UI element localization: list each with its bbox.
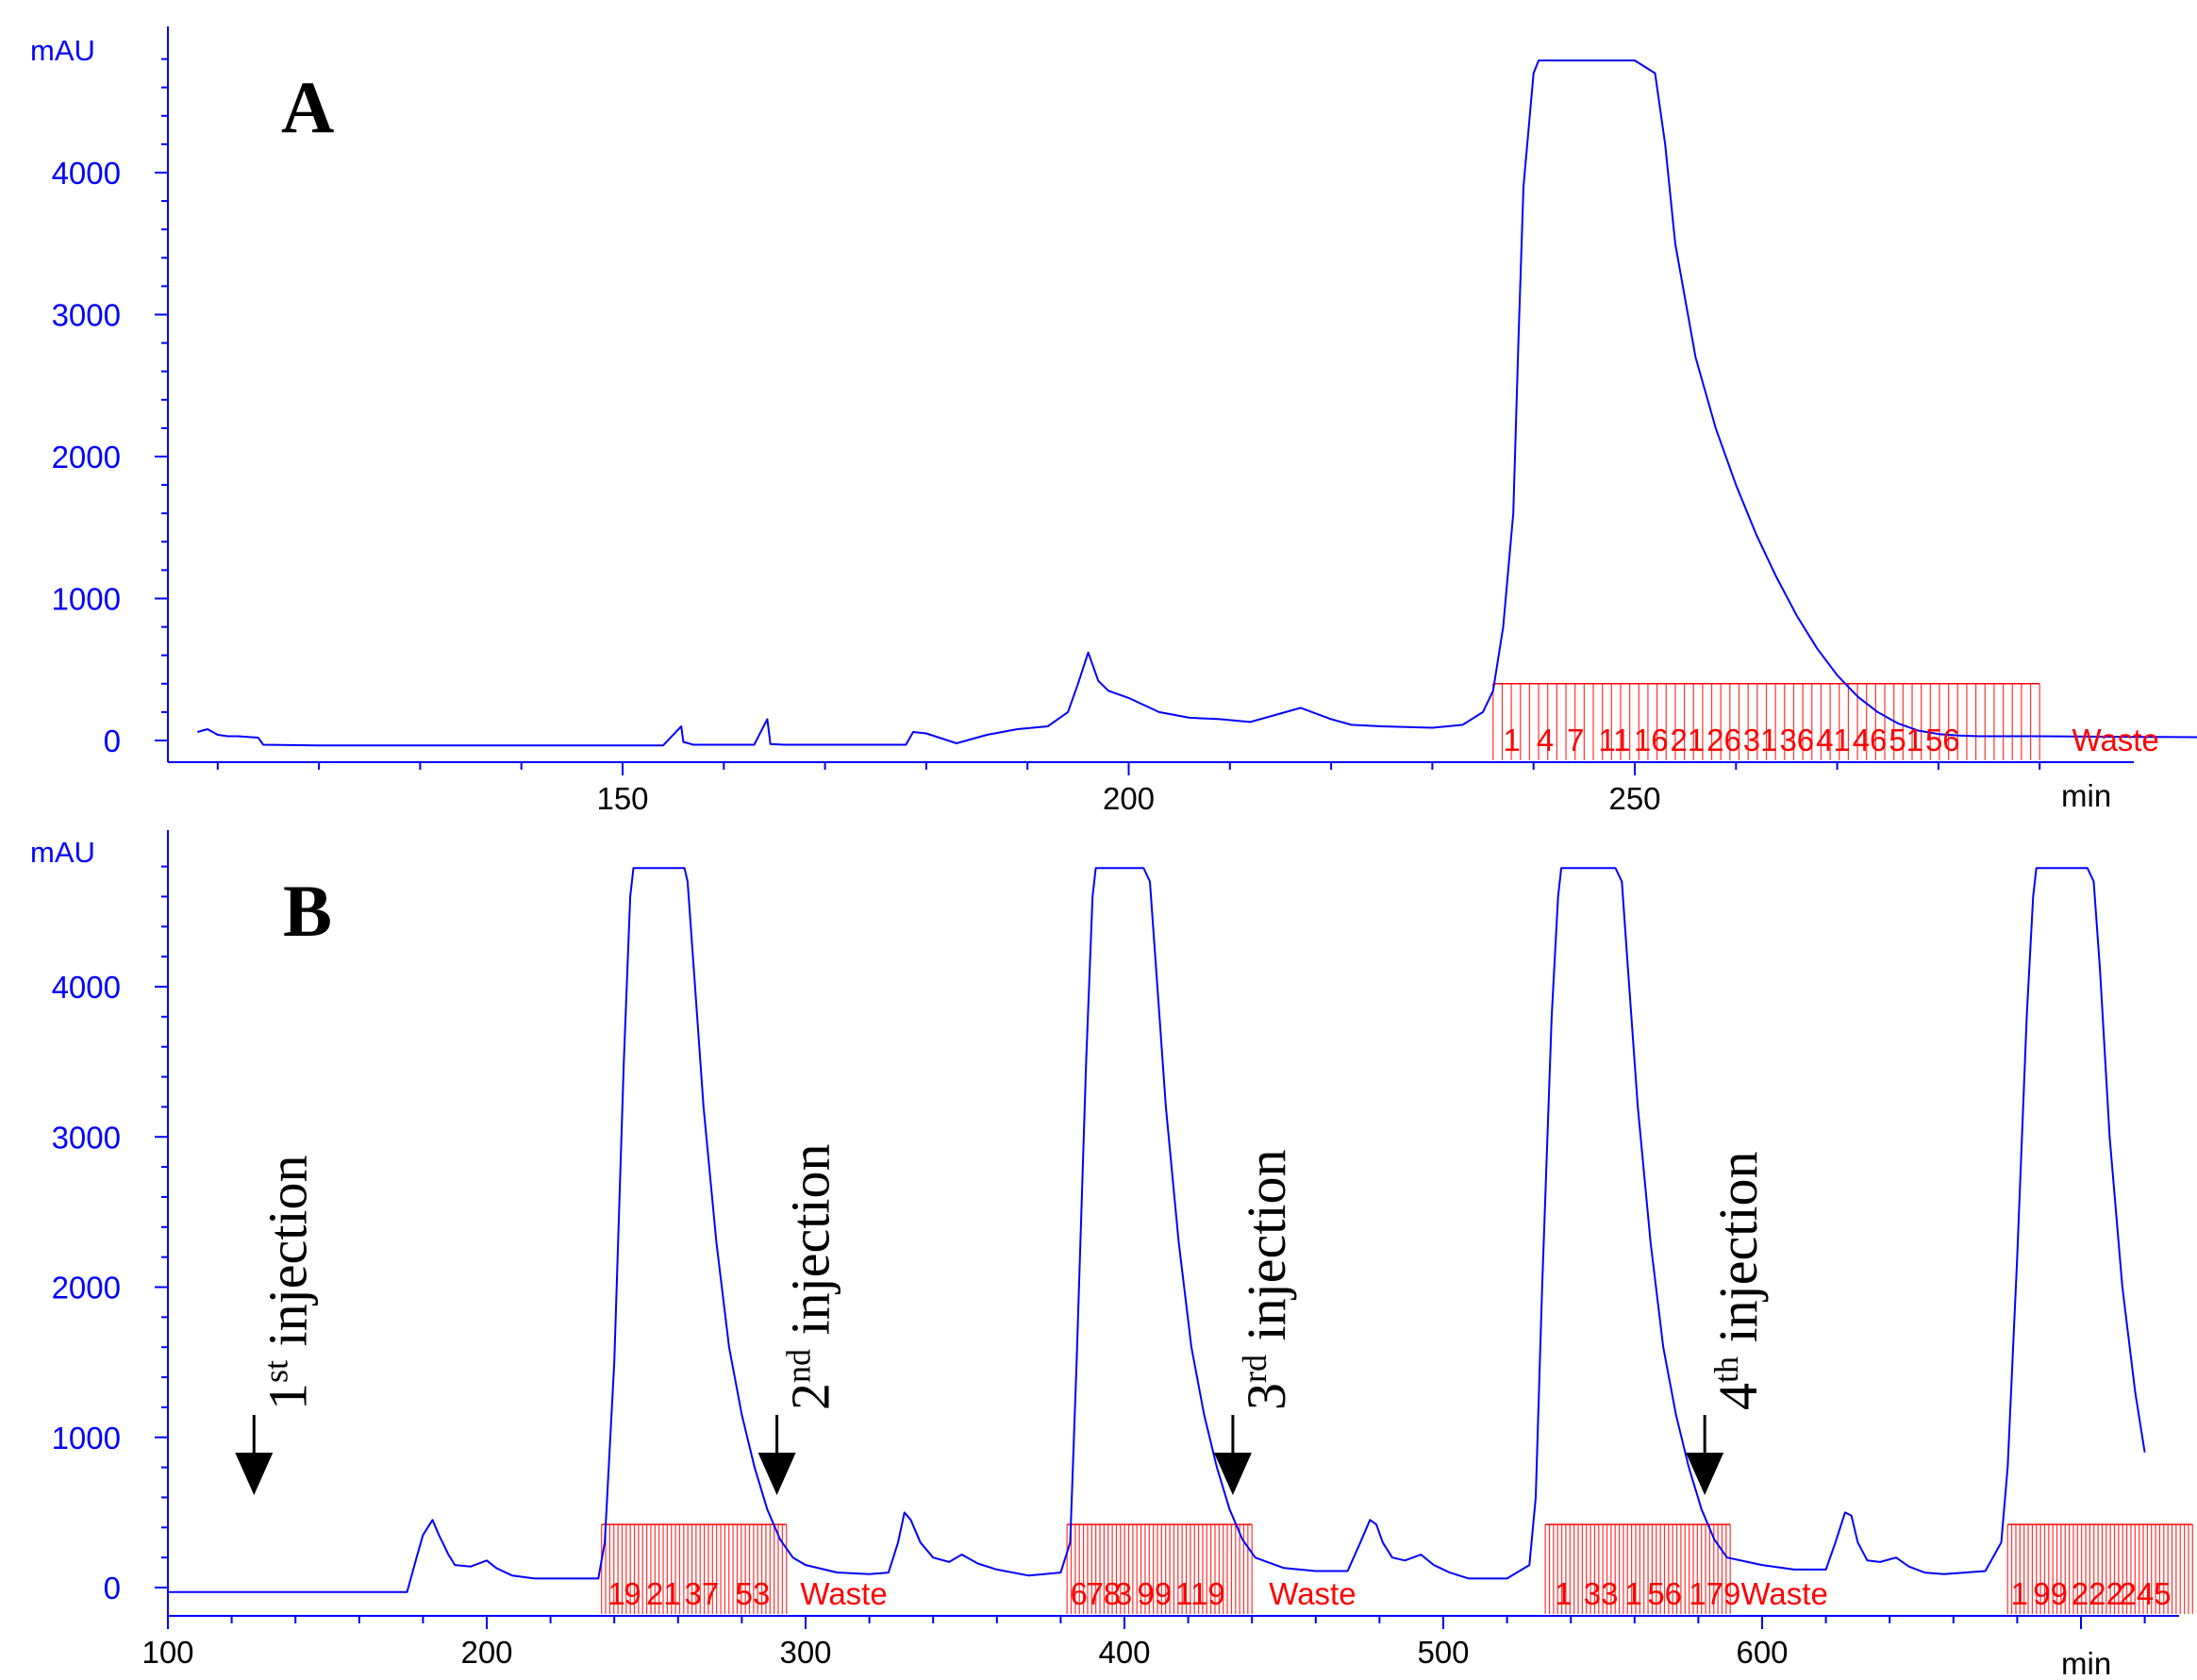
b-fraction-label: 56 — [1647, 1576, 1682, 1611]
b-fraction-label: 37 — [685, 1576, 720, 1611]
injection-ordinal: nd — [780, 1349, 818, 1383]
b-x-tick-label: 400 — [1098, 1635, 1150, 1670]
a-fraction-label: 21 — [1671, 723, 1706, 757]
a-fraction-label: 26 — [1706, 723, 1741, 757]
injection-number: 2 — [780, 1383, 841, 1410]
b-y-tick-label: 3000 — [52, 1120, 121, 1155]
injection-number: 4 — [1707, 1383, 1769, 1410]
b-x-tick-label: 200 — [460, 1635, 512, 1670]
injection-label: 4th injection — [1707, 1152, 1769, 1410]
injection-number: 1 — [257, 1383, 318, 1410]
injection-number: 3 — [1236, 1383, 1297, 1410]
injection-arrow-icon — [757, 1453, 796, 1495]
panel-a: 0 1000 2000 3000 4000 150 200 250 mAU min A 1 4 7 11 16… — [30, 26, 2197, 816]
b-y-tick-label: 2000 — [52, 1271, 121, 1306]
b-waste-label: Waste — [800, 1576, 887, 1611]
b-y-tick-label: 0 — [104, 1571, 121, 1605]
a-fraction-label: 36 — [1779, 723, 1814, 757]
injection-label: 1st injection — [257, 1156, 318, 1410]
a-fraction-label: 1 — [1504, 723, 1521, 757]
injection-arrow-icon — [1213, 1453, 1252, 1495]
b-fraction-label: 119 — [1175, 1576, 1225, 1611]
a-fraction-label: 51 — [1889, 723, 1923, 757]
b-fraction-label: 1 — [1555, 1576, 1572, 1611]
b-fraction-label: 78 — [1086, 1576, 1121, 1611]
a-fraction-label: 16 — [1634, 723, 1669, 757]
b-x-tick-label: 100 — [141, 1635, 193, 1670]
b-x-tick-label: 600 — [1736, 1635, 1788, 1670]
b-waste-label: Waste — [1741, 1576, 1828, 1611]
b-fraction-label: 21 — [646, 1576, 681, 1611]
b-fraction-label: 99 — [2033, 1576, 2068, 1611]
b-waste-label: Waste — [1269, 1576, 1356, 1611]
a-x-tick-label: 150 — [596, 781, 648, 816]
b-y-tick-label: 4000 — [52, 970, 121, 1005]
b-fraction-label: 53 — [736, 1576, 771, 1611]
b-fraction-label: 6 — [1071, 1576, 1088, 1611]
b-fraction-label: 33 — [1584, 1576, 1619, 1611]
a-y-tick-label: 4000 — [52, 156, 121, 191]
injection-ordinal: st — [257, 1360, 294, 1383]
b-fraction-label: 99 — [1138, 1576, 1173, 1611]
b-fraction-label: 3 — [1115, 1576, 1132, 1611]
b-y-tick-label: 1000 — [52, 1421, 121, 1455]
a-x-tick-label: 250 — [1608, 781, 1660, 816]
b-fraction-label: 245 — [2120, 1576, 2172, 1611]
b-fraction-label: 1 — [2011, 1576, 2028, 1611]
b-fraction-label: 1 — [1625, 1576, 1642, 1611]
b-y-axis-label: mAU — [30, 836, 95, 869]
a-waste-label: Waste — [2072, 723, 2159, 757]
a-y-tick-label: 1000 — [52, 582, 121, 617]
a-fraction-label: 41 — [1816, 723, 1851, 757]
injection-word: injection — [1707, 1152, 1769, 1356]
injection-ordinal: th — [1707, 1356, 1745, 1383]
b-panel-label: B — [283, 870, 332, 952]
injection-word: injection — [1236, 1150, 1297, 1355]
injection-ordinal: rd — [1236, 1355, 1273, 1383]
b-absorbance-trace — [168, 867, 2146, 1593]
injection-word: injection — [780, 1144, 841, 1349]
a-fraction-label: 46 — [1853, 723, 1888, 757]
a-fraction-label: 56 — [1925, 723, 1960, 757]
a-absorbance-trace — [197, 59, 2197, 747]
injection-word: injection — [257, 1156, 318, 1360]
b-x-axis-label: min — [2061, 1646, 2111, 1680]
a-y-tick-label: 0 — [104, 724, 121, 758]
a-fraction-label: 11 — [1598, 723, 1630, 757]
a-y-axis-label: mAU — [30, 34, 95, 67]
b-fraction-label: 222 — [2072, 1576, 2123, 1611]
a-fraction-label: 7 — [1567, 723, 1584, 757]
a-fraction-label: 31 — [1743, 723, 1778, 757]
a-x-axis-label: min — [2061, 778, 2111, 813]
a-y-tick-label: 3000 — [52, 298, 121, 333]
injection-label: 3rd injection — [1236, 1150, 1297, 1410]
a-panel-label: A — [281, 66, 334, 148]
b-fraction-label: 179 — [1689, 1576, 1740, 1611]
injection-label: 2nd injection — [780, 1144, 841, 1410]
b-fraction-label: 1 — [608, 1576, 624, 1611]
b-fraction-label: 9 — [624, 1576, 641, 1611]
injection-arrow-icon — [1686, 1453, 1724, 1495]
b-x-tick-label: 300 — [779, 1635, 831, 1670]
panel-b: 0 1000 2000 3000 4000 100 200 300 400 500 600 mAU mi… — [30, 830, 2193, 1680]
a-x-tick-label: 200 — [1103, 781, 1155, 816]
injection-arrow-icon — [235, 1453, 274, 1495]
a-fraction-label: 4 — [1537, 723, 1554, 757]
b-x-tick-label: 500 — [1417, 1635, 1469, 1670]
a-y-tick-label: 2000 — [52, 440, 121, 474]
